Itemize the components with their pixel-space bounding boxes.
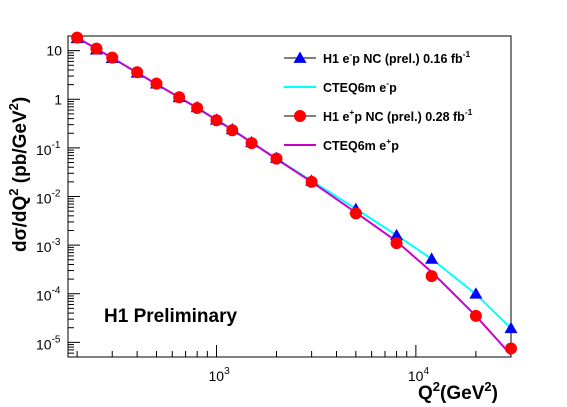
y-tick-label: 10-3 — [36, 237, 61, 255]
annotation-h1-preliminary: H1 Preliminary — [104, 306, 237, 327]
data-point-e-plus-p — [390, 237, 403, 250]
data-markers — [70, 31, 518, 355]
data-point-e-plus-p — [305, 175, 318, 188]
x-tick-label: 103 — [208, 366, 230, 384]
data-point-e-minus-p — [425, 252, 439, 264]
data-point-e-plus-p — [226, 124, 239, 137]
axis-ticks — [68, 35, 512, 357]
x-tick-labels: 103 104 — [208, 366, 429, 384]
curve-cteq6m-e-p — [76, 36, 512, 330]
data-point-e-minus-p — [469, 287, 483, 299]
legend: H1 e-p NC (prel.) 0.16 fb-1 CTEQ6m e-p H1 … — [284, 49, 473, 153]
data-point-e-plus-p — [173, 91, 186, 104]
legend-entry: H1 e-p NC (prel.) 0.16 fb-1 — [323, 49, 471, 66]
y-tick-label: 10-2 — [36, 189, 61, 207]
data-point-e-plus-p — [505, 342, 517, 355]
legend-marker — [293, 51, 307, 63]
data-point-e-plus-p — [349, 207, 362, 220]
data-point-e-plus-p — [71, 31, 84, 44]
legend-entry: H1 e+p NC (prel.) 0.28 fb-1 — [323, 107, 473, 124]
y-tick-label: 10-4 — [36, 286, 61, 304]
y-tick-label: 10 — [46, 43, 62, 59]
data-point-e-plus-p — [469, 309, 482, 322]
data-point-e-plus-p — [90, 42, 103, 55]
y-tick-label: 10-1 — [36, 140, 61, 158]
data-point-e-plus-p — [425, 270, 438, 283]
y-tick-label: 10-5 — [36, 334, 61, 352]
data-point-e-plus-p — [131, 66, 144, 79]
y-axis-label: dσ/dQ2 (pb/GeV2) — [6, 97, 31, 252]
data-point-e-plus-p — [106, 51, 119, 64]
data-point-e-minus-p — [504, 321, 518, 334]
data-point-e-plus-p — [150, 77, 163, 90]
legend-marker — [294, 110, 306, 122]
theory-curves — [76, 36, 512, 356]
data-point-e-plus-p — [210, 114, 223, 127]
y-tick-labels: 10 1 10-1 10-2 10-3 10-4 10-5 — [36, 43, 62, 353]
data-point-e-plus-p — [245, 137, 258, 150]
x-tick-label: 104 — [408, 366, 430, 384]
legend-entry: CTEQ6m e-p — [323, 78, 397, 95]
data-point-e-plus-p — [270, 152, 283, 165]
legend-entry: CTEQ6m e+p — [323, 136, 399, 153]
y-tick-label: 1 — [54, 91, 62, 107]
data-point-e-plus-p — [191, 102, 204, 115]
curve-cteq6m-e-p — [76, 36, 512, 356]
x-axis-label: Q2(GeV2) — [418, 379, 498, 404]
data-point-e-minus-p — [390, 228, 404, 241]
